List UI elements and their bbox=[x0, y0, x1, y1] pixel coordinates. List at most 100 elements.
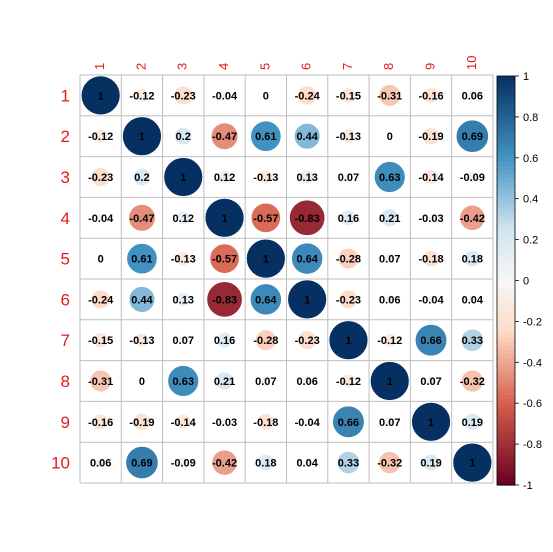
colorbar-segment bbox=[497, 129, 515, 134]
colorbar-segment bbox=[497, 170, 515, 175]
cell-value-label: -0.57 bbox=[253, 213, 278, 225]
cell-value-label: -0.23 bbox=[88, 172, 113, 184]
cell-value-label: -0.12 bbox=[129, 90, 154, 102]
matrix-cell: 0.04 bbox=[462, 294, 484, 306]
cell-value-label: -0.24 bbox=[88, 294, 114, 306]
matrix-cell: -0.13 bbox=[253, 170, 278, 184]
cell-value-label: 0.18 bbox=[255, 458, 276, 470]
cell-value-label: -0.14 bbox=[171, 417, 197, 429]
cell-value-label: -0.18 bbox=[253, 417, 278, 429]
matrix-cell: -0.13 bbox=[336, 129, 361, 143]
colorbar-segment bbox=[497, 260, 515, 265]
matrix-cell: 0.06 bbox=[90, 458, 111, 470]
matrix-cell: -0.42 bbox=[460, 205, 485, 230]
colorbar-segment bbox=[497, 101, 515, 106]
colorbar-segment bbox=[497, 301, 515, 306]
colorbar-segment bbox=[497, 313, 515, 318]
colorbar-segment bbox=[497, 199, 515, 204]
colorbar-segment bbox=[497, 436, 515, 441]
cell-value-label: 0.07 bbox=[420, 376, 441, 388]
cell-value-label: -0.23 bbox=[171, 90, 196, 102]
colorbar-segment bbox=[497, 158, 515, 163]
matrix-cell: -0.31 bbox=[88, 370, 113, 392]
matrix-cell: 0.06 bbox=[462, 90, 483, 102]
colorbar-segment bbox=[497, 403, 515, 408]
colorbar-segment bbox=[497, 460, 515, 465]
cell-value-label: -0.28 bbox=[253, 335, 278, 347]
cell-value-label: 0.64 bbox=[296, 254, 318, 266]
row-label: 1 bbox=[61, 86, 70, 105]
colorbar-segment bbox=[497, 366, 515, 371]
cell-value-label: 0.06 bbox=[90, 458, 111, 470]
cell-value-label: -0.03 bbox=[212, 417, 237, 429]
colorbar-segment bbox=[497, 117, 515, 122]
matrix-cell: -0.15 bbox=[336, 88, 361, 103]
matrix-cell: 0.33 bbox=[337, 451, 359, 473]
row-label: 2 bbox=[61, 127, 70, 146]
colorbar-segment bbox=[497, 88, 515, 93]
cell-value-label: -0.16 bbox=[88, 417, 113, 429]
matrix-cell: 0.13 bbox=[296, 170, 317, 184]
cell-value-label: 0 bbox=[387, 131, 393, 143]
cell-value-label: 1 bbox=[387, 376, 393, 388]
matrix-cell: -0.83 bbox=[207, 282, 242, 317]
matrix-cell: -0.03 bbox=[212, 417, 237, 429]
matrix-cell: 0.19 bbox=[420, 454, 441, 471]
colorbar-segment bbox=[497, 325, 515, 330]
colorbar-segment bbox=[497, 387, 515, 392]
cell-value-label: -0.16 bbox=[419, 90, 444, 102]
colorbar-segment bbox=[497, 215, 515, 220]
cell-value-label: 0.16 bbox=[214, 335, 235, 347]
cell-value-label: 0 bbox=[263, 90, 269, 102]
matrix-cell: -0.14 bbox=[171, 415, 197, 430]
matrix-cell: 0.21 bbox=[379, 209, 400, 227]
matrix-cell: 1 bbox=[205, 198, 244, 237]
cell-value-label: 0.07 bbox=[338, 172, 359, 184]
matrix-cell: 0.07 bbox=[379, 417, 400, 429]
matrix-cell: 0.64 bbox=[250, 284, 281, 315]
matrix-cell: 0.2 bbox=[175, 128, 192, 145]
cell-value-label: 0.12 bbox=[214, 172, 235, 184]
column-label: 5 bbox=[257, 63, 272, 70]
cell-value-label: 0.63 bbox=[173, 376, 194, 388]
matrix-cell: 1 bbox=[329, 321, 368, 360]
cell-value-label: -0.09 bbox=[171, 458, 196, 470]
matrix-cell: 0.69 bbox=[126, 446, 158, 478]
cell-value-label: -0.31 bbox=[377, 90, 402, 102]
colorbar-segment bbox=[497, 264, 515, 269]
colorbar-segment bbox=[497, 424, 515, 429]
colorbar-segment bbox=[497, 448, 515, 453]
colorbar-segment bbox=[497, 76, 515, 81]
colorbar-segment bbox=[497, 195, 515, 200]
cell-value-label: 0.18 bbox=[462, 254, 483, 266]
matrix-cell: 1 bbox=[123, 117, 162, 156]
cell-value-label: 0 bbox=[98, 254, 104, 266]
colorbar-segment bbox=[497, 452, 515, 457]
cell-value-label: 0.63 bbox=[379, 172, 400, 184]
cell-value-label: 0.2 bbox=[134, 172, 149, 184]
cell-value-label: 1 bbox=[263, 254, 269, 266]
matrix-cell: 0.69 bbox=[456, 120, 488, 152]
matrix-cell: -0.18 bbox=[253, 414, 278, 430]
matrix-cell: 0.16 bbox=[338, 210, 359, 226]
column-label: 4 bbox=[216, 63, 231, 70]
matrix-cell: 0.13 bbox=[173, 292, 194, 306]
colorbar-segment bbox=[497, 268, 515, 273]
colorbar-segment bbox=[497, 276, 515, 281]
cell-value-label: -0.32 bbox=[377, 458, 402, 470]
cell-value-label: -0.03 bbox=[419, 213, 444, 225]
cell-value-label: 0.06 bbox=[462, 90, 483, 102]
colorbar-segment bbox=[497, 342, 515, 347]
cell-value-label: -0.13 bbox=[129, 335, 154, 347]
cell-value-label: 0.07 bbox=[379, 254, 400, 266]
matrix-cell: -0.23 bbox=[171, 86, 196, 105]
colorbar-segment bbox=[497, 113, 515, 118]
colorbar-segment bbox=[497, 150, 515, 155]
cell-value-label: 1 bbox=[428, 417, 434, 429]
matrix-cell: 0 bbox=[98, 254, 104, 266]
colorbar-segment bbox=[497, 256, 515, 261]
colorbar-segment bbox=[497, 370, 515, 375]
colorbar-segment bbox=[497, 137, 515, 142]
colorbar-segment bbox=[497, 281, 515, 286]
